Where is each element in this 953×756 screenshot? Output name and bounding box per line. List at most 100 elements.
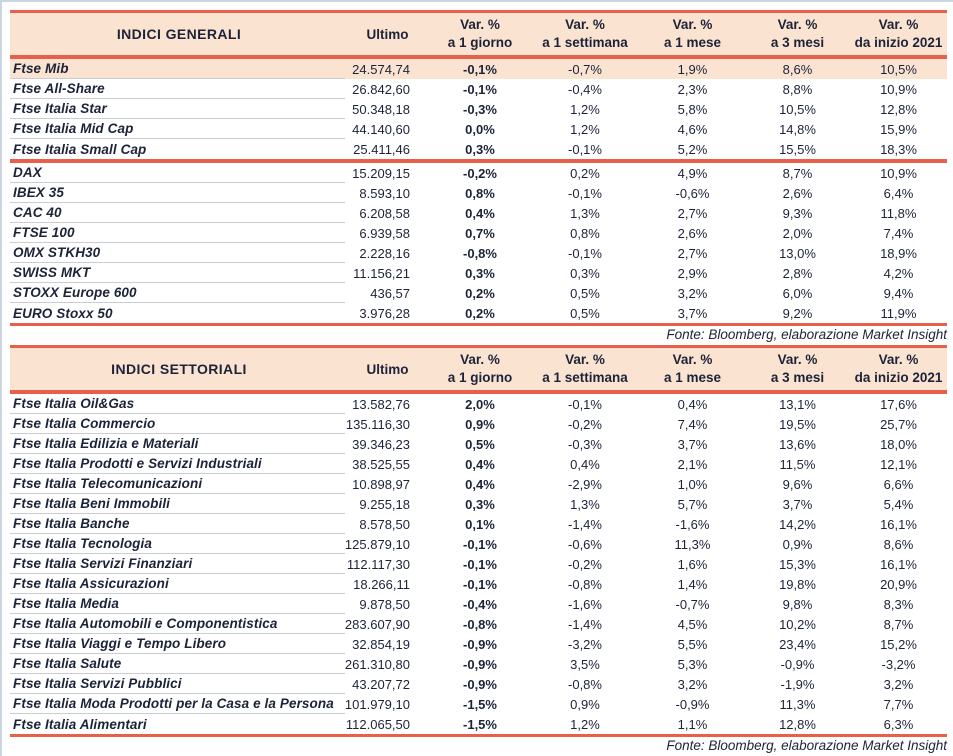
- var-1d-value: -1,5%: [463, 696, 497, 712]
- ultimo-value: 43.207,72: [352, 676, 410, 692]
- index-name: Ftse Italia Beni Immobili: [10, 494, 345, 514]
- table-top-border: [10, 345, 947, 348]
- var-3m-value: 14,8%: [779, 121, 816, 137]
- column-header-var-ytd: Var. % da inizio 2021: [850, 13, 947, 55]
- ultimo-value: 25.411,46: [353, 141, 410, 157]
- var-1w-value: 1,3%: [570, 205, 600, 221]
- column-header-line1: Var. %: [878, 17, 919, 32]
- var-3m-value: 13,1%: [779, 396, 816, 412]
- var-3m-value: 9,6%: [782, 476, 813, 492]
- table-title: INDICI GENERALI: [116, 26, 242, 42]
- var-1w-value: -0,3%: [568, 436, 602, 452]
- ultimo-value: 38.525,55: [352, 456, 410, 472]
- var-ytd-value: 12,1%: [880, 456, 917, 472]
- var-3m-value: 2,8%: [782, 265, 813, 281]
- var-1w-value: 0,8%: [570, 225, 600, 241]
- var-1m-value: 5,7%: [677, 496, 708, 512]
- column-header-line2: a 1 settimana: [542, 370, 628, 385]
- column-header-line2: a 3 mesi: [770, 370, 825, 385]
- index-name: STOXX Europe 600: [10, 283, 345, 303]
- column-header-line2: a 3 mesi: [770, 35, 825, 50]
- index-name: Ftse Italia Commercio: [10, 414, 345, 434]
- index-name: Ftse All-Share: [10, 79, 345, 99]
- ultimo-value: 9.878,50: [359, 596, 410, 612]
- index-name: Ftse Italia Moda Prodotti per la Casa e …: [10, 694, 345, 714]
- header-divider: [10, 390, 947, 394]
- var-ytd-value: 15,9%: [880, 121, 917, 137]
- var-ytd-value: 16,1%: [880, 556, 917, 572]
- var-ytd-value: 6,3%: [883, 716, 914, 732]
- var-3m-value: 10,2%: [779, 616, 816, 632]
- table-row: SWISS MKT 11.156,21 0,3% 0,3% 2,9% 2,8% 4,2%: [10, 263, 947, 283]
- var-1m-value: 1,0%: [677, 476, 708, 492]
- table-row: Ftse Italia Edilizia e Materiali 39.346,2…: [10, 434, 947, 454]
- var-ytd-value: 3,2%: [883, 676, 914, 692]
- var-3m-value: 13,0%: [779, 245, 816, 261]
- var-3m-value: 6,0%: [782, 285, 813, 301]
- table-row: Ftse Italia Tecnologia 125.879,10 -0,1% -0,…: [10, 534, 947, 554]
- var-1w-value: -0,1%: [568, 141, 602, 157]
- var-ytd-value: 8,7%: [883, 616, 914, 632]
- var-3m-value: 12,8%: [779, 716, 816, 732]
- var-1d-value: 0,4%: [465, 456, 495, 472]
- ultimo-value: 135.116,30: [345, 416, 410, 432]
- ultimo-value: 283.607,90: [345, 616, 410, 632]
- table-top-border: [10, 10, 947, 13]
- var-3m-value: 11,5%: [779, 456, 816, 472]
- var-1d-value: -0,9%: [463, 656, 497, 672]
- table-row: Ftse Italia Telecomunicazioni 10.898,97 0,…: [10, 474, 947, 494]
- index-name: Ftse Italia Viaggi e Tempo Libero: [10, 634, 345, 654]
- var-1m-value: -0,9%: [675, 696, 710, 712]
- index-name: Ftse Italia Star: [10, 99, 345, 119]
- var-1w-value: 0,3%: [570, 265, 600, 281]
- var-1d-value: 0,8%: [465, 185, 495, 201]
- ultimo-value: 9.255,18: [359, 496, 410, 512]
- column-header-var-1d: Var. % a 1 giorno: [430, 348, 530, 390]
- ultimo-value: 125.879,10: [345, 536, 410, 552]
- var-3m-value: 19,5%: [779, 416, 816, 432]
- index-name: Ftse Italia Alimentari: [13, 716, 147, 732]
- table-title: INDICI SETTORIALI: [111, 361, 247, 377]
- column-header-ultimo: Ultimo: [366, 361, 409, 377]
- index-name: Ftse Italia Telecomunicazioni: [10, 474, 345, 494]
- table-row: Ftse Italia Servizi Pubblici 43.207,72 -0,…: [10, 674, 947, 694]
- table-row: Ftse Italia Mid Cap 44.140,60 0,0% 1,2% 4,6%…: [10, 119, 947, 139]
- var-3m-value: 19,8%: [779, 576, 816, 592]
- table-row: Ftse Italia Oil&Gas 13.582,76 2,0% -0,1% 0,4…: [10, 394, 947, 414]
- table-row: IBEX 35 8.593,10 0,8% -0,1% -0,6% 2,6% 6,4%: [10, 183, 947, 203]
- var-1w-value: -0,7%: [568, 61, 602, 77]
- ultimo-value: 32.854,19: [352, 636, 410, 652]
- table-row: FTSE 100 6.939,58 0,7% 0,8% 2,6% 2,0% 7,4%: [10, 223, 947, 243]
- table-row: Ftse Italia Viaggi e Tempo Libero 32.854,…: [10, 634, 947, 654]
- index-name: Ftse Italia Assicurazioni: [10, 574, 345, 594]
- table-row: Ftse Italia Salute 261.310,80 -0,9% 3,5% 5,3…: [10, 654, 947, 674]
- table-row: EURO Stoxx 50 3.976,28 0,2% 0,5% 3,7% 9,2% 11,…: [10, 303, 947, 323]
- var-ytd-value: 6,6%: [883, 476, 914, 492]
- var-3m-value: 23,4%: [779, 636, 816, 652]
- var-1m-value: 3,2%: [677, 285, 708, 301]
- ultimo-value: 112.065,50: [345, 716, 410, 732]
- var-1w-value: -0,8%: [568, 576, 602, 592]
- index-name: Ftse Italia Oil&Gas: [10, 394, 345, 414]
- var-ytd-value: 7,4%: [883, 225, 914, 241]
- ultimo-value: 6.208,58: [359, 205, 410, 221]
- var-3m-value: 8,7%: [782, 165, 813, 181]
- var-3m-value: 2,0%: [782, 225, 813, 241]
- ultimo-value: 101.979,10: [345, 696, 410, 712]
- index-name: Ftse Mib: [10, 59, 345, 79]
- var-1m-value: 1,1%: [677, 716, 708, 732]
- var-1m-value: 1,4%: [677, 576, 708, 592]
- var-1d-value: 0,4%: [465, 476, 495, 492]
- ultimo-value: 261.310,80: [345, 656, 410, 672]
- column-header-line1: Var. %: [460, 17, 500, 32]
- var-1w-value: -0,2%: [568, 416, 602, 432]
- var-1w-value: 1,2%: [570, 121, 600, 137]
- var-3m-value: 2,6%: [782, 185, 813, 201]
- var-1d-value: 0,9%: [465, 416, 495, 432]
- column-header-var-ytd: Var. % da inizio 2021: [850, 348, 947, 390]
- var-1m-value: 5,2%: [677, 141, 708, 157]
- var-ytd-value: 8,6%: [883, 536, 914, 552]
- var-ytd-value: -3,2%: [881, 656, 916, 672]
- var-1m-value: 3,7%: [677, 436, 708, 452]
- var-1d-value: 0,3%: [465, 141, 495, 157]
